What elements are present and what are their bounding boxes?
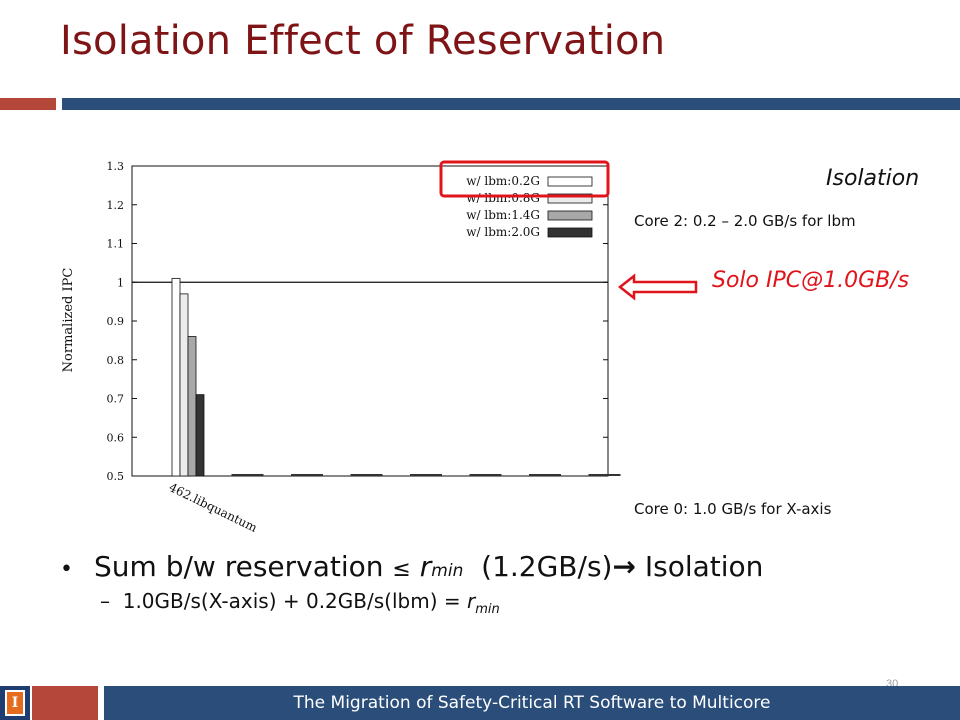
le-symbol: ≤ [392, 557, 411, 582]
chart-bars: 462.libquantum [167, 277, 621, 535]
r-symbol-2: r [466, 589, 476, 613]
bullet-1-result: Isolation [644, 550, 764, 583]
y-tick-label: 0.6 [107, 431, 125, 444]
footer-red-bar [32, 686, 98, 720]
x-tick-label: 462.libquantum [167, 480, 260, 535]
bar [612, 474, 621, 476]
title-rule-blue [62, 98, 960, 110]
footer: I The Migration of Safety-Critical RT So… [0, 686, 960, 720]
bar [195, 394, 205, 477]
legend-label: w/ lbm:0.2G [466, 174, 540, 188]
bar [247, 474, 256, 476]
bar [596, 474, 605, 476]
legend-swatch [547, 176, 593, 187]
logo-i-icon: I [5, 690, 25, 716]
bullet-1-text: Sum b/w reservation [94, 550, 384, 583]
bar [307, 474, 315, 476]
bar [537, 474, 545, 476]
bar [179, 293, 189, 477]
bar [231, 474, 240, 476]
chart-legend: w/ lbm:0.2G w/ lbm:0.8G w/ lbm:1.4G w/ lbm:… [466, 174, 593, 239]
bar [469, 474, 478, 476]
legend-label: w/ lbm:0.8G [466, 191, 540, 205]
chart-axes: 0.5 0.6 0.7 0.8 0.9 1 1.1 1.2 1.3 [107, 160, 609, 483]
bar [553, 474, 561, 476]
bar [239, 474, 248, 476]
y-tick-label: 1.2 [107, 199, 125, 212]
legend-label: w/ lbm:2.0G [466, 225, 540, 239]
bar [477, 474, 486, 476]
bar [434, 474, 442, 476]
solo-arrow-icon [617, 273, 698, 301]
bullet-2-dash: – [100, 589, 110, 613]
bullet-2-text: 1.0GB/s(X-axis) + 0.2GB/s(lbm) = [122, 589, 467, 613]
legend-swatch [547, 193, 593, 204]
legend-label: w/ lbm:1.4G [466, 208, 540, 222]
bar [410, 474, 418, 476]
bullet-list: • Sum b/w reservation ≤ r min (1.2GB/s) →… [60, 550, 763, 617]
bullet-1: • Sum b/w reservation ≤ r min (1.2GB/s) →… [60, 550, 763, 583]
bar [545, 474, 553, 476]
r-subscript-2: min [475, 602, 500, 617]
isolation-heading: Isolation [826, 166, 920, 191]
y-tick-label: 1 [117, 276, 124, 289]
y-tick-label: 0.5 [107, 470, 125, 483]
bar [255, 474, 264, 476]
y-tick-label: 0.7 [107, 393, 125, 406]
bar [529, 474, 537, 476]
y-tick-label: 0.8 [107, 354, 125, 367]
right-arrow-icon: → [612, 550, 636, 583]
r-symbol: r [419, 550, 432, 583]
legend-highlight-box [439, 160, 610, 198]
bar [485, 474, 494, 476]
bar [299, 474, 307, 476]
bar [315, 474, 323, 476]
title-rule-red [0, 98, 56, 110]
slide-title: Isolation Effect of Reservation [60, 18, 666, 64]
bullet-2: – 1.0GB/s(X-axis) + 0.2GB/s(lbm) = rmin [100, 589, 763, 617]
bullet-dot: • [60, 557, 73, 582]
university-logo: I [0, 686, 30, 720]
bar [187, 336, 197, 477]
legend-swatch [547, 210, 593, 221]
bar [604, 474, 613, 476]
bar [493, 474, 502, 476]
bar [374, 474, 383, 476]
solo-ipc-note: Solo IPC@1.0GB/s [712, 268, 910, 293]
r-subscript: min [431, 561, 464, 581]
y-tick-label: 1.3 [107, 160, 125, 173]
bar [291, 474, 299, 476]
bar [418, 474, 426, 476]
bar [366, 474, 375, 476]
legend-swatch [547, 227, 593, 238]
y-tick-label: 0.9 [107, 315, 125, 328]
bar [350, 474, 359, 476]
footer-title: The Migration of Safety-Critical RT Soft… [104, 686, 960, 720]
y-axis-label: Normalized IPC [61, 268, 76, 373]
core2-note: Core 2: 0.2 – 2.0 GB/s for lbm [634, 212, 856, 230]
bar [358, 474, 367, 476]
bar [171, 277, 181, 477]
bar [426, 474, 434, 476]
y-tick-label: 1.1 [107, 238, 125, 251]
bar [588, 474, 597, 476]
core0-note: Core 0: 1.0 GB/s for X-axis [634, 500, 832, 518]
bullet-1-value: (1.2GB/s) [481, 550, 613, 583]
